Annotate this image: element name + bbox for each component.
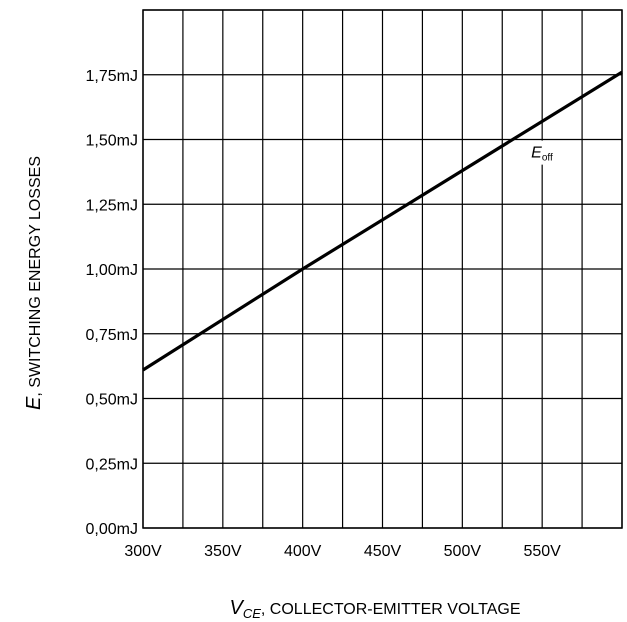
y-tick-label: 0,25mJ xyxy=(86,456,138,473)
x-tick-label: 350V xyxy=(204,543,242,560)
x-tick-label: 300V xyxy=(124,543,162,560)
tick-labels: 0,00mJ 0,25mJ 0,50mJ 0,75mJ 1,00mJ 1,25mJ 1,50… xyxy=(86,68,562,560)
series-layer xyxy=(142,70,623,372)
y-axis-var: E xyxy=(23,396,45,410)
y-tick-label: 1,00mJ xyxy=(86,262,138,279)
x-axis-label: VCE, COLLECTOR-EMITTER VOLTAGE xyxy=(230,597,521,621)
x-axis-text: , COLLECTOR-EMITTER VOLTAGE xyxy=(261,601,521,618)
y-tick-label: 0,75mJ xyxy=(86,327,138,344)
series-annotation: Eoff xyxy=(528,140,559,165)
y-tick-label: 1,50mJ xyxy=(86,133,138,150)
x-tick-label: 450V xyxy=(364,543,402,560)
grid xyxy=(142,9,623,529)
series-line-eoff xyxy=(142,70,623,372)
x-tick-label: 400V xyxy=(284,543,322,560)
x-tick-label: 500V xyxy=(444,543,482,560)
annotation-sub: off xyxy=(542,153,553,164)
x-axis-var-sub: CE xyxy=(243,606,261,621)
annotation-label: Eoff xyxy=(531,145,553,164)
y-axis-label: E, SWITCHING ENERGY LOSSES xyxy=(23,156,45,410)
x-axis-var: V xyxy=(230,597,245,619)
y-axis-text: , SWITCHING ENERGY LOSSES xyxy=(27,156,44,397)
y-tick-label: 1,75mJ xyxy=(86,68,138,85)
y-tick-label: 0,50mJ xyxy=(86,392,138,409)
y-tick-label: 1,25mJ xyxy=(86,197,138,214)
x-tick-label: 550V xyxy=(523,543,561,560)
plot-frame xyxy=(142,9,623,529)
annotation-background xyxy=(528,140,559,165)
annotation-var: E xyxy=(531,145,542,162)
y-tick-label: 0,00mJ xyxy=(86,521,138,538)
